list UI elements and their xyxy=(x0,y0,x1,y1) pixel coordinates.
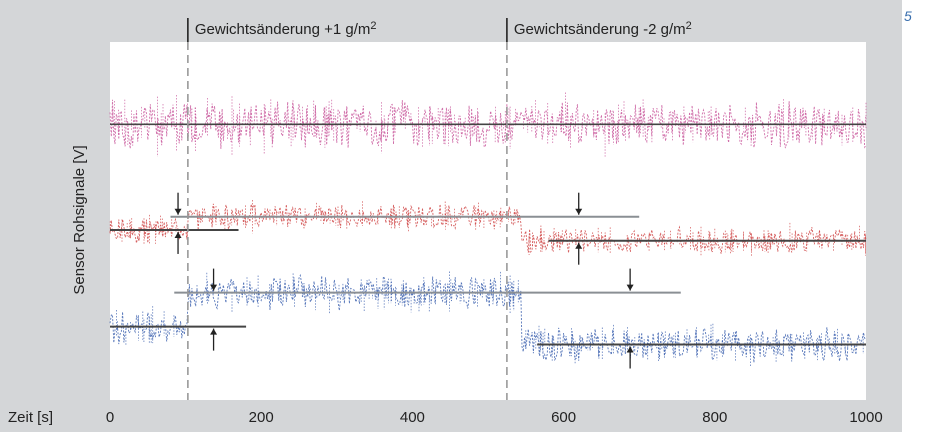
level-arrow xyxy=(575,192,583,215)
level-arrow xyxy=(210,328,218,351)
y-axis-label: Sensor Rohsignale [V] xyxy=(71,145,88,294)
plot-area xyxy=(110,42,866,400)
level-arrow xyxy=(174,192,182,215)
event-label: Gewichtsänderung +1 g/m2 xyxy=(195,20,377,38)
level-arrow xyxy=(174,231,182,254)
figure-number: 5 xyxy=(904,8,912,24)
x-tick-label: 200 xyxy=(249,409,274,426)
level-arrow xyxy=(575,242,583,265)
level-arrow xyxy=(626,346,634,369)
x-tick-label: 400 xyxy=(400,409,425,426)
x-tick-label: 800 xyxy=(702,409,727,426)
x-axis: 0 200 400 600 800 1000 xyxy=(106,409,883,426)
x-tick-label: 0 xyxy=(106,409,114,426)
x-tick-label: 1000 xyxy=(849,409,882,426)
x-axis-label: Zeit [s] xyxy=(8,409,53,426)
series-blue-trace xyxy=(109,273,867,363)
level-lines xyxy=(110,123,866,369)
event-label: Gewichtsänderung -2 g/m2 xyxy=(514,20,692,38)
x-tick-label: 600 xyxy=(551,409,576,426)
level-arrow xyxy=(626,268,634,291)
event-markers: Gewichtsänderung +1 g/m2 Gewichtsänderung… xyxy=(187,18,692,400)
level-arrow xyxy=(210,268,218,291)
